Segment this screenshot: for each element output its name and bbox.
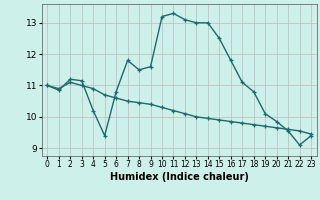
X-axis label: Humidex (Indice chaleur): Humidex (Indice chaleur) (110, 172, 249, 182)
